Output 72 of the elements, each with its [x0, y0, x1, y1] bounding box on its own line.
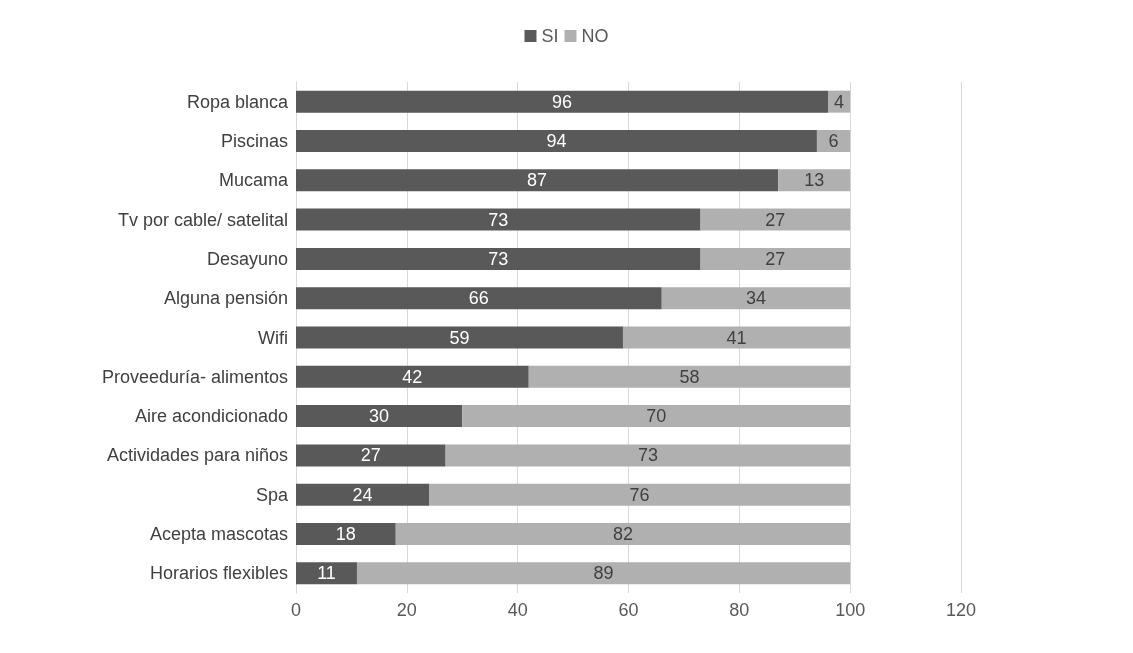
bar	[296, 208, 701, 231]
bar	[356, 562, 851, 585]
data-label: 34	[745, 288, 766, 309]
data-label: 42	[402, 366, 423, 387]
bar	[429, 483, 851, 506]
bar	[445, 444, 851, 467]
y-tick-label: Alguna pensión	[163, 288, 288, 309]
bar	[296, 405, 463, 428]
bar	[296, 90, 828, 113]
data-label: 4	[834, 91, 845, 112]
bar	[296, 287, 662, 310]
data-label: 73	[637, 445, 658, 466]
bar	[462, 405, 851, 428]
data-label: 18	[335, 524, 356, 545]
x-tick-label: 0	[290, 600, 302, 620]
data-label: 30	[369, 406, 390, 427]
bar	[700, 208, 851, 231]
data-label: 89	[593, 563, 614, 584]
bar	[296, 326, 623, 349]
legend-label: NO	[581, 26, 609, 46]
bar	[296, 483, 429, 506]
x-tick-label: 80	[729, 600, 750, 620]
y-tick-label: Piscinas	[220, 130, 288, 151]
bar	[700, 247, 851, 270]
data-label: 27	[765, 248, 786, 269]
y-tick-label: Actividades para niños	[106, 445, 288, 466]
x-tick-label: 120	[945, 600, 977, 620]
bar	[395, 523, 851, 546]
y-tick-label: Acepta mascotas	[149, 524, 288, 545]
bar	[296, 129, 817, 152]
y-tick-label: Aire acondicionado	[134, 406, 288, 427]
x-tick-label: 60	[618, 600, 639, 620]
bar	[296, 365, 529, 388]
bar	[778, 169, 851, 192]
data-label: 6	[828, 130, 839, 151]
x-tick-label: 100	[835, 600, 866, 620]
data-label: 13	[804, 170, 825, 191]
bar	[622, 326, 851, 349]
bar	[296, 247, 701, 270]
data-label: 24	[352, 484, 373, 505]
y-tick-label: Ropa blanca	[186, 91, 289, 112]
bar	[296, 444, 446, 467]
bar	[296, 169, 779, 192]
legend-label: SI	[541, 26, 559, 46]
y-tick-label: Horarios flexibles	[149, 563, 288, 584]
data-label: 96	[551, 91, 573, 112]
bar	[661, 287, 851, 310]
y-tick-label: Tv por cable/ satelital	[117, 209, 288, 230]
data-label: 73	[488, 248, 509, 269]
data-label: 58	[679, 366, 700, 387]
bar	[296, 562, 357, 585]
data-label: 82	[612, 524, 633, 545]
y-tick-label: Mucama	[218, 170, 289, 191]
bar	[296, 523, 396, 546]
data-label: 41	[726, 327, 747, 348]
y-tick-label: Desayuno	[206, 248, 288, 269]
y-tick-label: Wifi	[258, 327, 288, 348]
data-label: 66	[468, 288, 489, 309]
data-label: 76	[629, 484, 650, 505]
data-label: 70	[646, 406, 667, 427]
data-label: 73	[488, 209, 509, 230]
y-tick-label: Proveeduría- alimentos	[101, 366, 288, 387]
data-label: 59	[449, 327, 470, 348]
bar	[528, 365, 851, 388]
data-label: 27	[765, 209, 786, 230]
data-label: 87	[527, 170, 548, 191]
data-label: 27	[360, 445, 381, 466]
x-tick-label: 20	[396, 600, 417, 620]
x-tick-label: 40	[507, 600, 528, 620]
data-label: 94	[546, 130, 567, 151]
y-tick-label: Spa	[255, 484, 289, 505]
data-label: 11	[317, 563, 336, 584]
